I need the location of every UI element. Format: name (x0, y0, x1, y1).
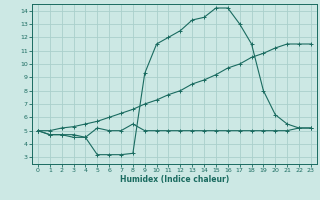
X-axis label: Humidex (Indice chaleur): Humidex (Indice chaleur) (120, 175, 229, 184)
